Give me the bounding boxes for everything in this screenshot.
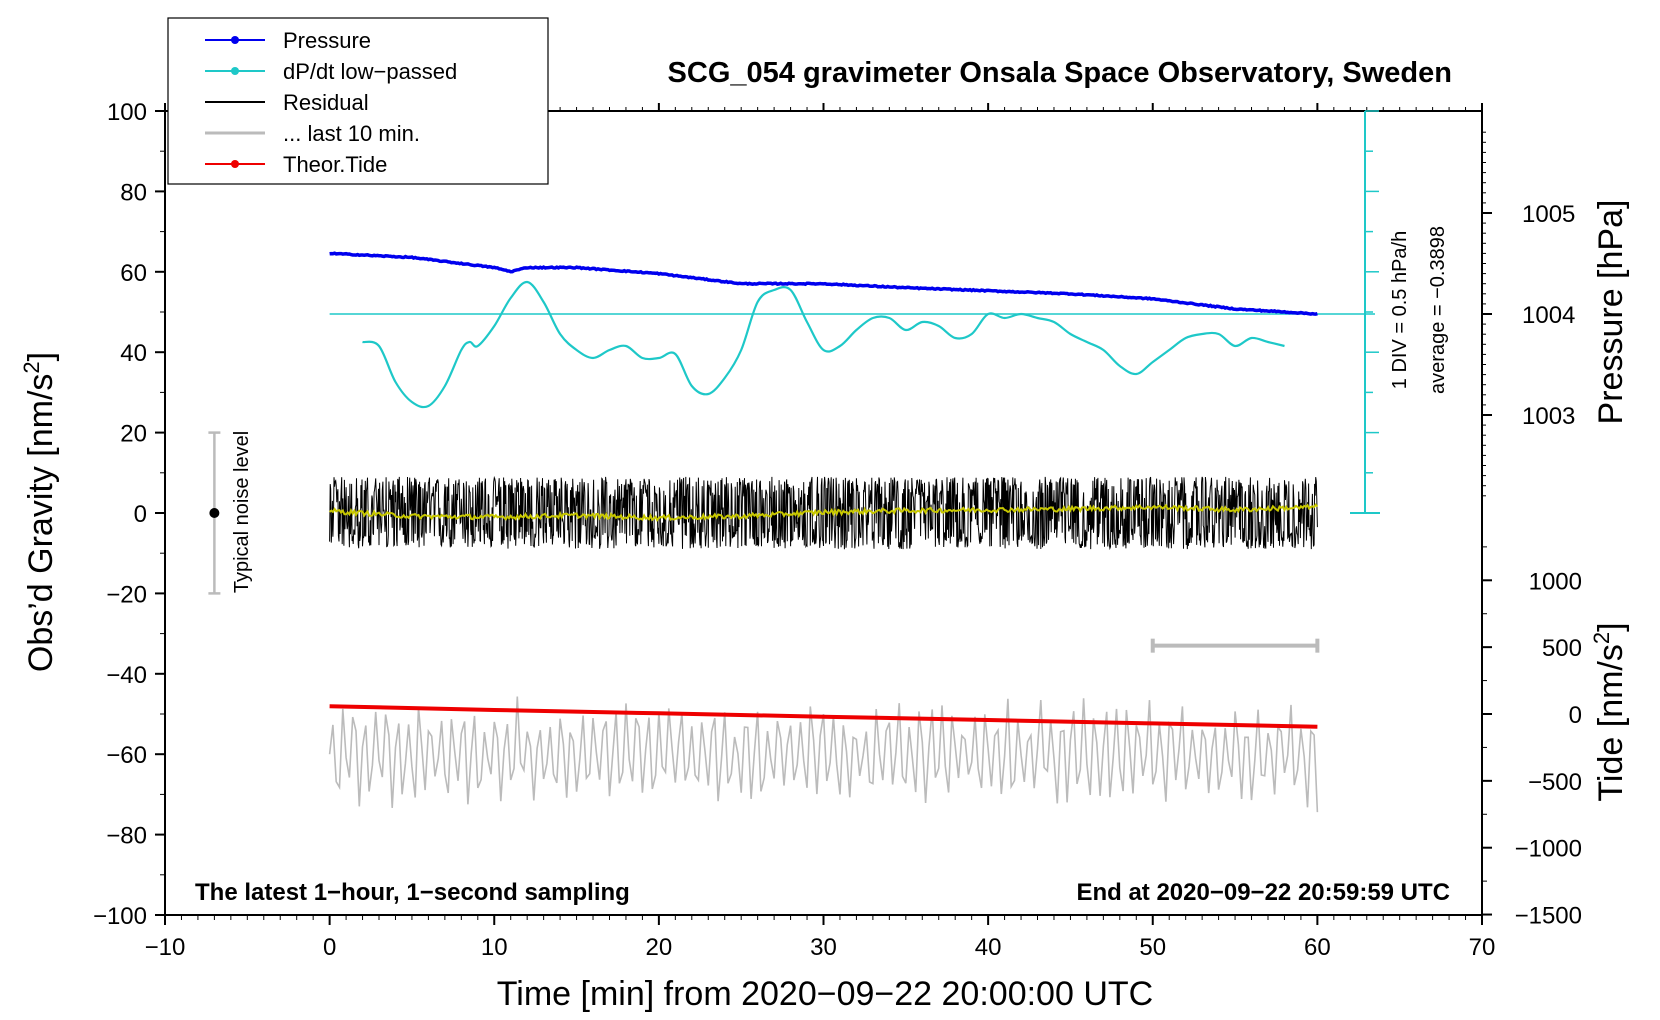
x-axis-title: Time [min] from 2020−09−22 20:00:00 UTC — [497, 975, 1153, 1013]
tide-tick-label: −1500 — [1515, 903, 1582, 930]
y-axis-tide: 1000 500 0 −500 −1000 −1500 — [1482, 546, 1582, 930]
tide-tick-label: 0 — [1569, 702, 1582, 729]
x-tick-label: −10 — [145, 934, 186, 961]
y-tick-label: 0 — [134, 501, 147, 528]
y-axis-title-pressure: Pressure [hPa] — [1592, 200, 1630, 425]
tide-tick-label: −500 — [1528, 769, 1582, 796]
y-tick-label: 80 — [120, 179, 147, 206]
residual-series-line — [329, 475, 1318, 551]
x-tick-label: 0 — [323, 934, 336, 961]
pressure-tick-label: 1004 — [1522, 302, 1575, 329]
pressure-tick-label: 1003 — [1522, 403, 1575, 430]
y-tick-label: −80 — [106, 823, 147, 850]
legend-label: Pressure — [283, 28, 371, 53]
x-tick-label: 50 — [1139, 934, 1166, 961]
pressure-tick-label: 1005 — [1522, 201, 1575, 228]
legend-marker — [231, 36, 239, 44]
x-tick-label: 10 — [481, 934, 508, 961]
annotation-end-time: End at 2020−09−22 20:59:59 UTC — [1076, 879, 1450, 906]
tide-tick-label: −1000 — [1515, 836, 1582, 863]
last10-series-line — [328, 696, 1319, 813]
tide-tick-label: 1000 — [1529, 568, 1582, 595]
pressure-series-line — [329, 251, 1318, 316]
y-tick-label: −40 — [106, 662, 147, 689]
legend-label: ... last 10 min. — [283, 121, 420, 146]
y-axis-title-tide: Tide [nm/s2] — [1589, 622, 1630, 801]
noise-bar-center — [209, 508, 220, 518]
x-tick-label: 20 — [646, 934, 673, 961]
tide-tick-label: 500 — [1542, 635, 1582, 662]
legend-label: dP/dt low−passed — [283, 59, 457, 84]
y-axis-pressure: 1003 1004 1005 — [1482, 131, 1575, 497]
legend-label: Theor.Tide — [283, 152, 387, 177]
legend-marker — [231, 67, 239, 75]
legend: Pressure dP/dt low−passed Residual ... last… — [167, 17, 549, 185]
dpdt-series-line — [362, 280, 1285, 409]
x-tick-label: 40 — [975, 934, 1002, 961]
noise-level-label: Typical noise level — [231, 431, 253, 593]
pressure-average-label: average = −0.3898 — [1427, 226, 1449, 394]
series-group — [208, 110, 1380, 813]
y-axis-title-gravity: Obs’d Gravity [nm/s2] — [19, 352, 60, 672]
y-tick-label: −20 — [106, 581, 147, 608]
annotation-latest-hour: The latest 1−hour, 1−second sampling — [195, 879, 630, 906]
x-tick-label: 70 — [1469, 934, 1496, 961]
dpdt-scale-label: 1 DIV = 0.5 hPa/h — [1389, 231, 1411, 389]
x-tick-label: 30 — [810, 934, 837, 961]
x-tick-label: 60 — [1304, 934, 1331, 961]
residual-smoothed-line — [328, 503, 1319, 522]
legend-marker — [231, 160, 239, 168]
legend-label: Residual — [283, 90, 369, 115]
y-tick-label: 20 — [120, 421, 147, 448]
chart-title: SCG_054 gravimeter Onsala Space Observat… — [668, 57, 1452, 89]
y-tick-label: −100 — [93, 903, 147, 930]
y-tick-label: −60 — [106, 742, 147, 769]
x-axis: −10 0 10 20 30 40 50 60 70 — [145, 103, 1496, 961]
y-axis-gravity: −100 −80 −60 −40 −20 0 20 40 60 80 100 — [93, 99, 165, 930]
y-tick-label: 40 — [120, 340, 147, 367]
y-tick-label: 60 — [120, 260, 147, 287]
tide-series-line — [329, 704, 1318, 729]
y-tick-label: 100 — [107, 99, 147, 126]
